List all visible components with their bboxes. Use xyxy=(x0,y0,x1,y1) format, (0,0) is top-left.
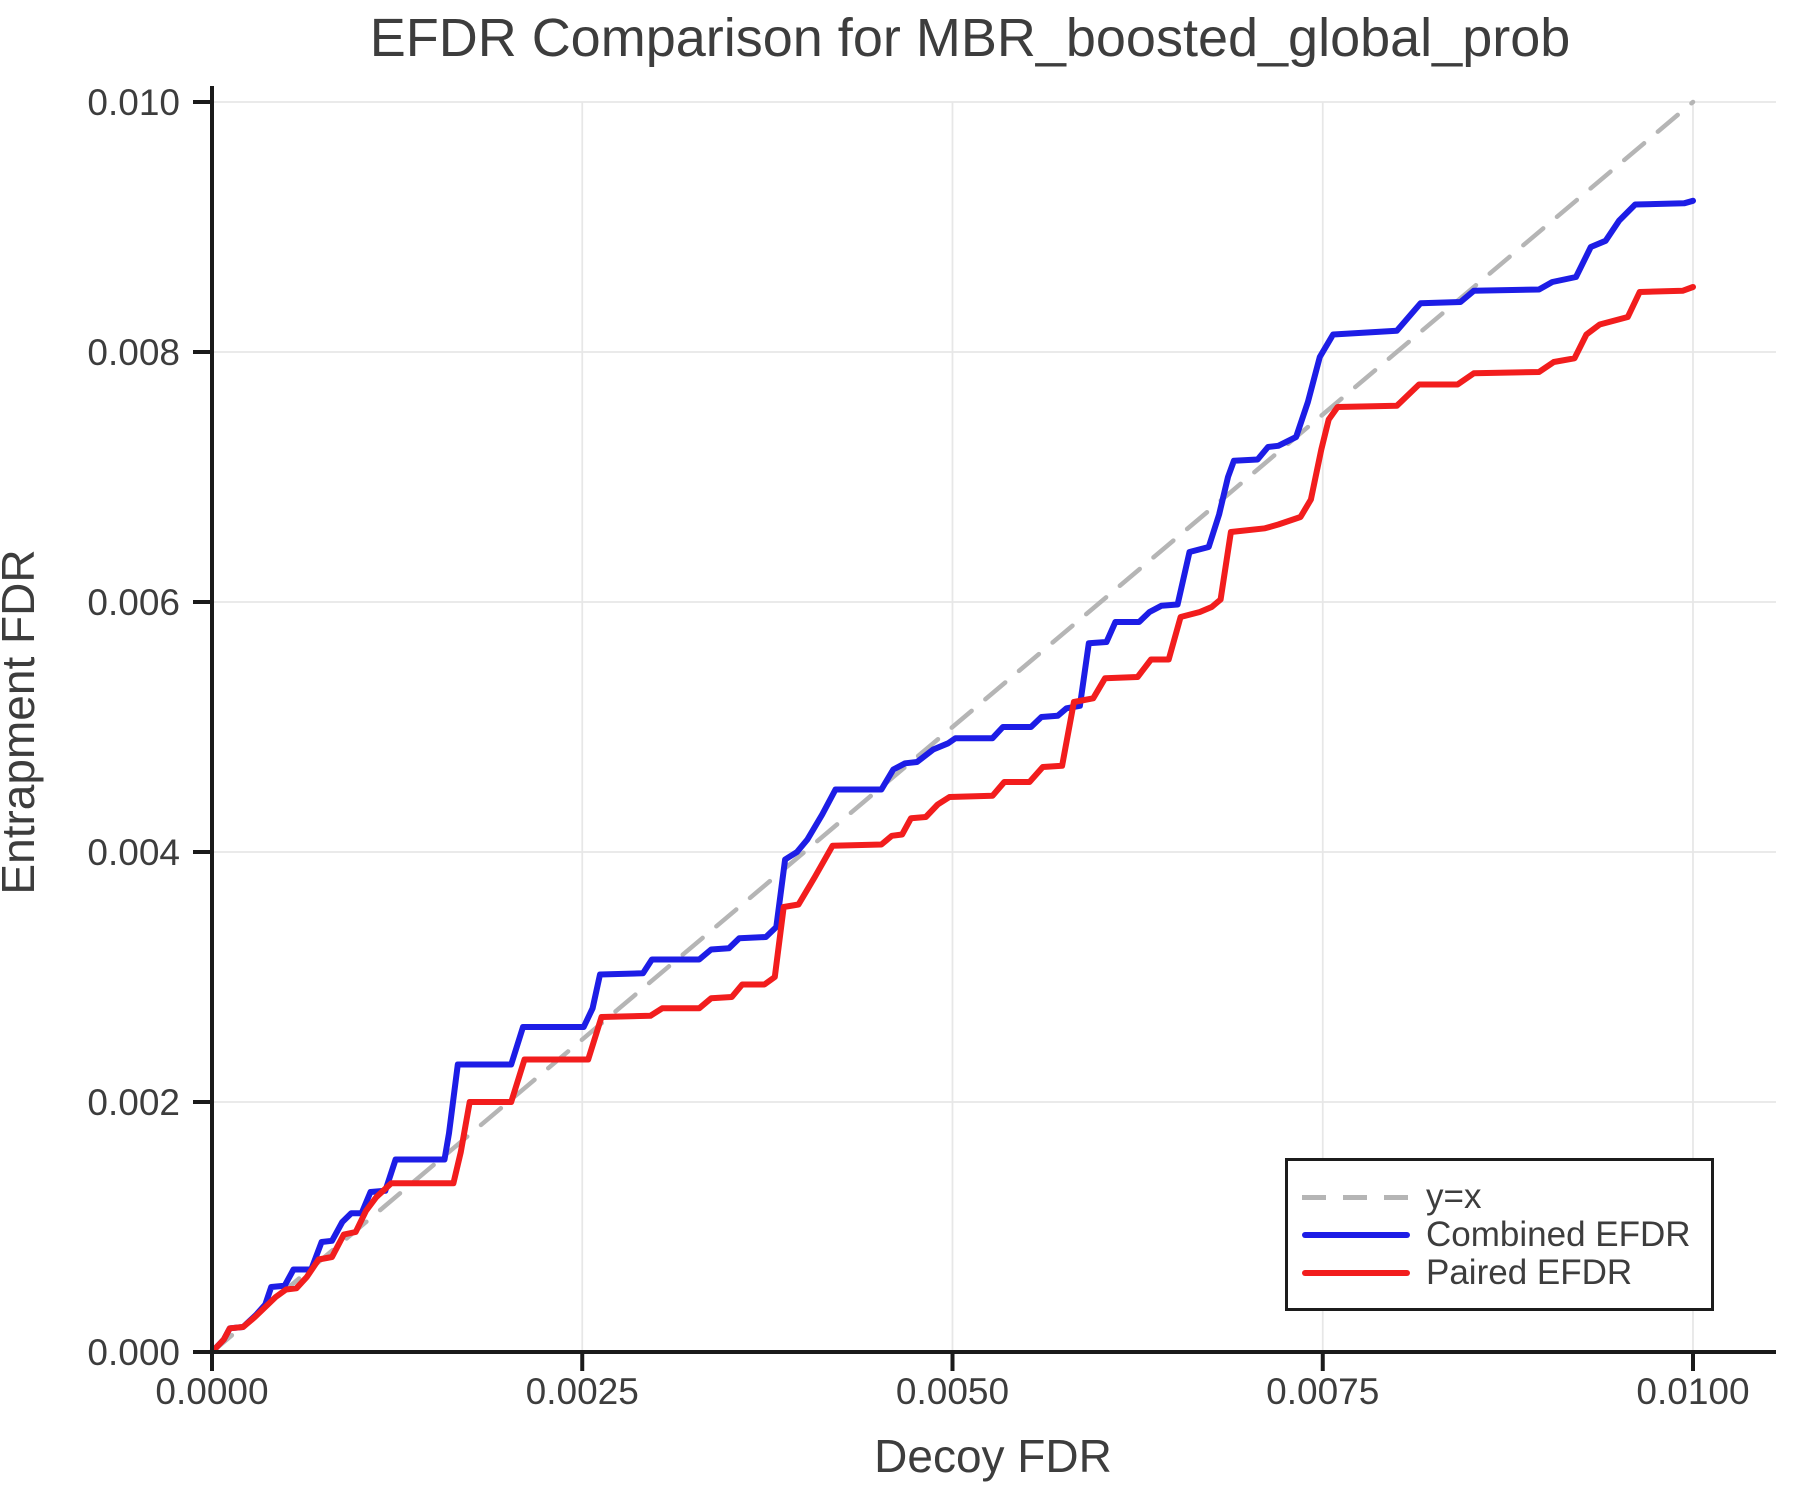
x-tick-label: 0.0100 xyxy=(1636,1371,1749,1412)
identity-line xyxy=(209,99,1696,1355)
y-tick-label: 0.004 xyxy=(87,832,180,873)
legend-label: y=x xyxy=(1426,1177,1482,1216)
combined-line-swatch xyxy=(1302,1232,1410,1238)
legend-item-combined: Combined EFDR xyxy=(1302,1216,1711,1254)
series-lines xyxy=(209,99,1696,1355)
x-axis-label: Decoy FDR xyxy=(874,1430,1112,1482)
paired-line-swatch xyxy=(1302,1270,1410,1276)
y-tick-label: 0.008 xyxy=(87,332,180,373)
x-tick-label: 0.0025 xyxy=(526,1371,639,1412)
y-tick-label: 0.010 xyxy=(87,82,180,123)
legend-item-identity: y=x xyxy=(1302,1178,1711,1216)
x-tick-label: 0.0000 xyxy=(155,1371,268,1412)
axes xyxy=(193,86,1776,1371)
x-tick-label: 0.0050 xyxy=(896,1371,1009,1412)
tick-labels: 0.0000 0.0025 0.0050 0.0075 0.0100 0.000 0.002… xyxy=(87,82,1749,1412)
identity-line-swatch xyxy=(1302,1194,1410,1200)
legend-label: Combined EFDR xyxy=(1426,1215,1691,1254)
y-axis-label: Entrapment FDR xyxy=(0,549,44,894)
y-tick-label: 0.002 xyxy=(87,1082,180,1123)
legend-item-paired: Paired EFDR xyxy=(1302,1254,1711,1292)
y-tick-label: 0.000 xyxy=(87,1332,180,1373)
legend: y=x Combined EFDR Paired EFDR xyxy=(1285,1158,1714,1311)
legend-label: Paired EFDR xyxy=(1426,1253,1633,1292)
x-tick-label: 0.0075 xyxy=(1266,1371,1379,1412)
chart-title: EFDR Comparison for MBR_boosted_global_p… xyxy=(370,8,1571,68)
y-tick-label: 0.006 xyxy=(87,582,180,623)
paired-efdr-line xyxy=(209,284,1696,1355)
combined-efdr-line xyxy=(209,197,1696,1355)
